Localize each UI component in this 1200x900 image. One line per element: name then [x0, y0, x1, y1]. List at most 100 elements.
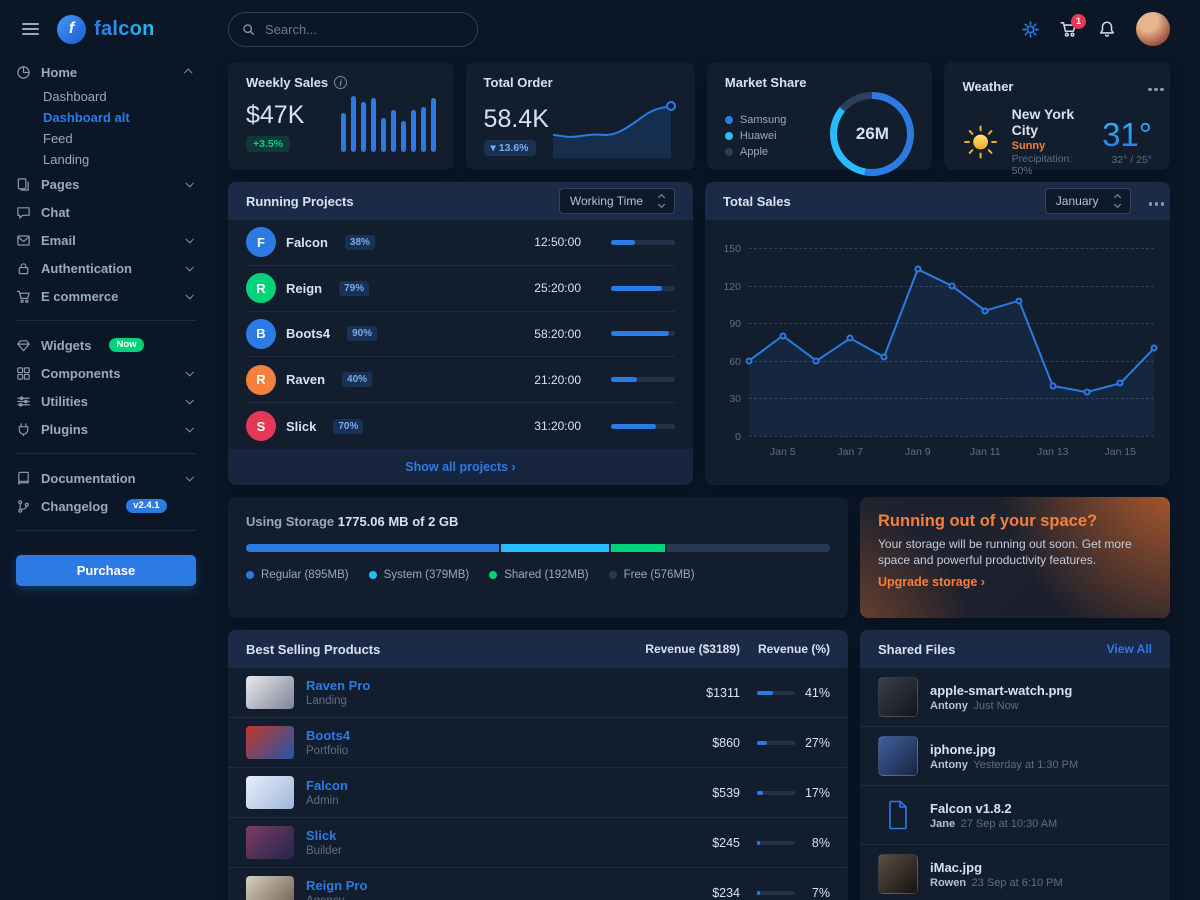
sidebar-item-utilities[interactable]: Utilities — [16, 387, 196, 415]
data-point — [981, 307, 989, 315]
sidebar-item-landing[interactable]: Landing — [43, 152, 90, 167]
product-progress-bar — [757, 690, 795, 695]
weekly-sales-card: Weekly Sales i $47K +3.5% — [228, 62, 454, 170]
product-percent-cell: 7% — [740, 886, 830, 900]
storage-used-value: 1775.06 MB — [337, 514, 413, 529]
project-avatar: R — [246, 273, 276, 304]
file-meta: Jane 27 Sep at 10:30 AM — [930, 818, 1057, 830]
storage-segment — [610, 544, 665, 552]
brand-logo[interactable]: f falcon — [57, 14, 155, 44]
legend-item: Apple — [724, 146, 786, 158]
data-point — [1015, 297, 1023, 305]
settings-gear-button[interactable] — [1022, 20, 1039, 38]
stats-row: Weekly Sales i $47K +3.5% Total Order — [228, 62, 1170, 177]
sidebar-item-feed[interactable]: Feed — [43, 131, 73, 146]
sidebar: f falcon Home Dashboard Dashboard alt Feed L… — [0, 0, 212, 900]
product-percent-cell: 41% — [740, 686, 830, 700]
project-time: 58:20:00 — [534, 326, 581, 341]
project-list: F Falcon 38% 12:50:00 R Reign 79% 25:20:00 B Boot… — [228, 220, 693, 449]
product-revenue: $539 — [712, 785, 740, 800]
working-time-select[interactable]: Working Time — [558, 188, 675, 214]
product-info: Reign Pro Agency — [306, 878, 367, 900]
notifications-button[interactable] — [1098, 20, 1116, 38]
project-progress-fill — [611, 239, 636, 245]
product-percent-cell: 27% — [740, 736, 830, 750]
purchase-button[interactable]: Purchase — [16, 555, 196, 586]
project-row: F Falcon 38% 12:50:00 — [246, 220, 675, 266]
search-input[interactable] — [263, 20, 464, 38]
user-avatar[interactable] — [1136, 12, 1170, 46]
data-point — [1083, 388, 1090, 396]
sales-menu-button[interactable] — [1145, 190, 1152, 213]
product-name-link[interactable]: Falcon — [306, 778, 348, 793]
data-point — [779, 332, 787, 340]
sidebar-item-authentication[interactable]: Authentication — [16, 254, 196, 282]
file-owner: Rowen — [930, 876, 967, 889]
file-timestamp: 23 Sep at 6:10 PM — [966, 876, 1063, 889]
show-all-projects-link[interactable]: Show all projects › — [405, 460, 516, 474]
file-name-link[interactable]: apple-smart-watch.png — [930, 682, 1073, 698]
sidebar-item-pages[interactable]: Pages — [16, 170, 196, 198]
storage-legend-item: Regular (895MB) — [246, 569, 349, 581]
product-thumbnail — [246, 876, 294, 900]
file-name-link[interactable]: iphone.jpg — [930, 741, 996, 757]
file-thumbnail — [878, 677, 918, 717]
project-progress-bar — [611, 331, 675, 337]
weather-temperature: 31° — [1102, 115, 1152, 153]
project-progress-fill — [611, 331, 669, 337]
best-selling-table: Raven Pro Landing $1311 41% Boots4 Portfolio $… — [228, 668, 848, 900]
file-timestamp: Yesterday at 1:30 PM — [967, 758, 1079, 771]
file-row[interactable]: Falcon v1.8.2 Jane 27 Sep at 10:30 AM — [860, 786, 1170, 845]
space-body: Your storage will be running out soon. G… — [878, 537, 1132, 568]
sidebar-item-e-commerce[interactable]: E commerce — [16, 282, 196, 310]
sidebar-item-plugins[interactable]: Plugins — [16, 415, 196, 443]
sidebar-badge: v2.4.1 — [126, 499, 167, 513]
project-name[interactable]: Slick — [286, 418, 317, 434]
file-name-link[interactable]: Falcon v1.8.2 — [930, 800, 1012, 816]
month-select[interactable]: January — [1044, 188, 1131, 214]
sidebar-item-email[interactable]: Email — [16, 226, 196, 254]
file-name-link[interactable]: iMac.jpg — [930, 859, 983, 875]
product-name-link[interactable]: Boots4 — [306, 728, 351, 743]
y-axis-label: 150 — [723, 243, 741, 255]
file-row[interactable]: apple-smart-watch.png Antony Just Now — [860, 668, 1170, 727]
data-point — [812, 357, 820, 365]
weekly-sales-bar — [370, 97, 376, 152]
sliders-icon — [16, 394, 31, 409]
data-point — [914, 265, 922, 273]
project-row: S Slick 70% 31:20:00 — [246, 403, 675, 449]
project-name[interactable]: Falcon — [286, 234, 328, 250]
sidebar-item-components[interactable]: Components — [16, 359, 196, 387]
project-name[interactable]: Reign — [286, 280, 323, 296]
project-name[interactable]: Boots4 — [286, 326, 331, 342]
file-row[interactable]: iphone.jpg Antony Yesterday at 1:30 PM — [860, 727, 1170, 786]
product-name-link[interactable]: Raven Pro — [306, 678, 371, 693]
search-box[interactable] — [228, 11, 478, 47]
data-point — [846, 334, 854, 342]
book-icon — [16, 471, 31, 486]
view-all-link[interactable]: View All — [1106, 642, 1152, 656]
sidebar-item-widgets[interactable]: Widgets Now — [16, 331, 196, 359]
product-name-link[interactable]: Reign Pro — [306, 878, 368, 893]
file-row[interactable]: iMac.jpg Rowen 23 Sep at 6:10 PM — [860, 845, 1170, 900]
sidebar-item-dashboard-alt[interactable]: Dashboard alt — [43, 110, 130, 125]
weather-menu-button[interactable] — [1144, 75, 1152, 98]
upgrade-storage-link[interactable]: Upgrade storage › — [878, 575, 985, 590]
sidebar-item-dashboard[interactable]: Dashboard — [43, 89, 107, 104]
sidebar-item-chat[interactable]: Chat — [16, 198, 196, 226]
hamburger-menu-button[interactable] — [20, 18, 41, 40]
sidebar-item-documentation[interactable]: Documentation — [16, 464, 196, 492]
x-axis-label: Jan 5 — [769, 446, 796, 458]
sidebar-item-changelog[interactable]: Changelog v2.4.1 — [16, 492, 196, 520]
product-name-link[interactable]: Slick — [306, 828, 337, 843]
cart-count-badge: 1 — [1071, 14, 1086, 29]
product-percent: 27% — [804, 735, 830, 750]
sidebar-item-home[interactable]: Home — [16, 58, 196, 86]
data-point — [1049, 382, 1057, 390]
project-name[interactable]: Raven — [286, 372, 326, 388]
sidebar-item-label: Utilities — [41, 393, 88, 409]
cart-button[interactable]: 1 — [1059, 14, 1086, 38]
info-icon[interactable]: i — [334, 76, 348, 89]
project-identity: R Raven 40% — [246, 364, 491, 395]
total-order-sparkline — [552, 101, 676, 158]
